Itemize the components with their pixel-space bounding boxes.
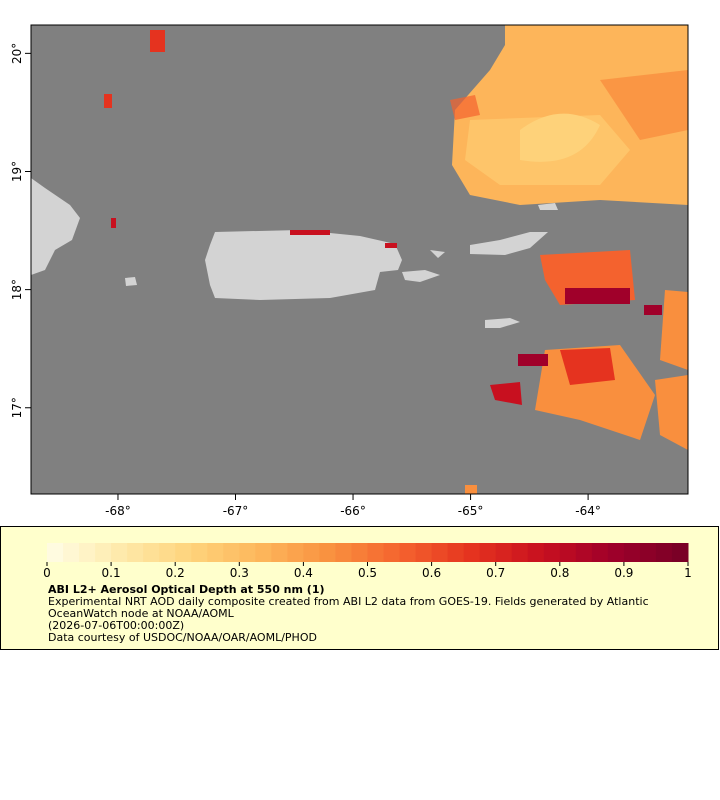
colorbar-segment [223,543,240,562]
x-tick-label: -68° [105,504,131,518]
colorbar-segment [575,543,593,562]
colorbar-segment [191,543,208,562]
y-tick-label: 19° [10,161,24,182]
colorbar-segment [207,543,224,562]
colorbar-segment [79,543,96,562]
y-tick-label: 20° [10,43,24,64]
colorbar-segment [671,543,689,562]
colorbar-tick-label: 0.6 [422,566,441,580]
colorbar-tick-label: 0.7 [486,566,505,580]
colorbar-tick-label: 0.1 [102,566,121,580]
colorbar-segment [111,543,128,562]
colorbar-segment [591,543,609,562]
colorbar-tick-label: 1 [684,566,692,580]
colorbar-segment [479,543,497,562]
colorbar-segment [255,543,272,562]
colorbar-segment [463,543,481,562]
colorbar-segment [351,543,368,562]
legend-date: (2026-07-06T00:00:00Z) [48,619,185,632]
x-tick-label: -66° [340,504,366,518]
colorbar-segment [431,543,449,562]
legend-title: ABI L2+ Aerosol Optical Depth at 550 nm … [48,583,325,596]
x-tick-label: -65° [458,504,484,518]
colorbar-segment [399,543,417,562]
map-frame [30,24,689,495]
colorbar-segment [639,543,657,562]
colorbar-segment [287,543,304,562]
colorbar-segment [239,543,256,562]
colorbar-segment [623,543,641,562]
aerosol-field [104,25,688,494]
colorbar-tick-label: 0 [43,566,51,580]
colorbar-segment [159,543,176,562]
legend-credit: Data courtesy of USDOC/NOAA/OAR/AOML/PHO… [48,631,317,644]
colorbar-segment [143,543,160,562]
colorbar-segment [175,543,192,562]
colorbar-segment [367,543,385,562]
colorbar-segment [319,543,336,562]
colorbar-tick-label: 0.9 [614,566,633,580]
colorbar-segment [495,543,513,562]
colorbar-tick-label: 0.2 [166,566,185,580]
colorbar-tick-label: 0.5 [358,566,377,580]
colorbar-segment [47,543,64,562]
y-tick-label: 18° [10,279,24,300]
land [31,178,558,328]
colorbar-segment [383,543,401,562]
colorbar-tick-label: 0.8 [550,566,569,580]
colorbar-segment [559,543,577,562]
colorbar-segment [127,543,144,562]
colorbar-segment [447,543,465,562]
colorbar-segment [271,543,288,562]
x-tick-label: -64° [575,504,601,518]
colorbar-tick-label: 0.3 [230,566,249,580]
y-tick-label: 17° [10,397,24,418]
colorbar-tick-label: 0.4 [294,566,313,580]
coast-aerosol [290,230,397,248]
legend-description: Experimental NRT AOD daily composite cre… [48,595,649,620]
colorbar-segment [335,543,352,562]
colorbar-segment [527,543,545,562]
colorbar-segment [511,543,529,562]
colorbar-segment [95,543,112,562]
colorbar-segment [655,543,673,562]
colorbar-segment [607,543,625,562]
x-tick-label: -67° [223,504,249,518]
colorbar-segment [63,543,80,562]
colorbar: 0 0.1 0.2 0.3 0.4 0.5 0.6 0.7 0.8 0.9 1 [43,543,692,580]
colorbar-segment [543,543,561,562]
colorbar-segment [415,543,433,562]
colorbar-segment [303,543,320,562]
